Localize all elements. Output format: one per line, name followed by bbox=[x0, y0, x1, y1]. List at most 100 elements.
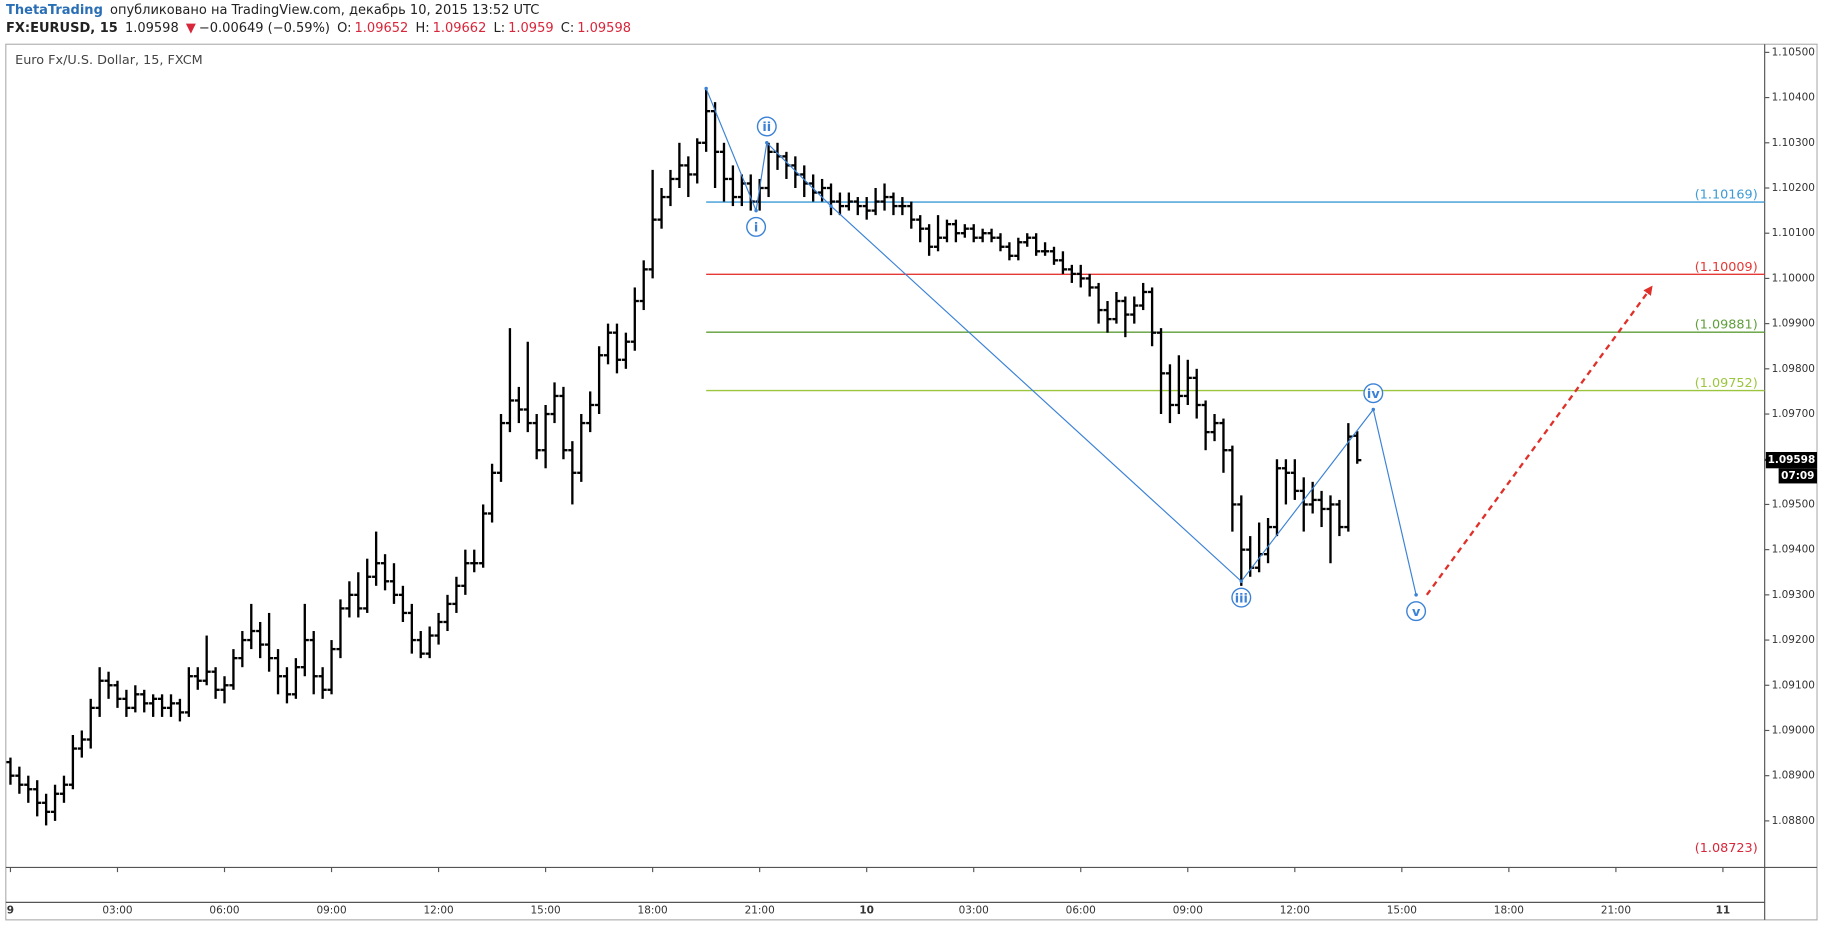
ohlc-bar bbox=[1335, 499, 1344, 537]
ohlc-bar bbox=[407, 603, 416, 654]
x-tick-label: 10 bbox=[859, 905, 874, 917]
ohlc-bar bbox=[86, 698, 95, 749]
ohlc-bar bbox=[363, 558, 372, 613]
y-tick-label: 1.10000 bbox=[1772, 272, 1815, 284]
ohlc-bar bbox=[220, 676, 229, 704]
ohlc-bar bbox=[247, 603, 256, 650]
ohlc-bar bbox=[577, 414, 586, 482]
ohlc-bar bbox=[880, 183, 889, 211]
ohlc-bar bbox=[532, 414, 541, 460]
ohlc-bar bbox=[158, 694, 167, 717]
ohlc-bar bbox=[345, 581, 354, 618]
ohlc-bar bbox=[719, 142, 729, 202]
ohlc-bar bbox=[461, 549, 470, 595]
ohlc-bar bbox=[1103, 301, 1112, 333]
x-tick-label: 03:00 bbox=[959, 905, 989, 917]
projection-arrow bbox=[1425, 285, 1653, 596]
ohlc-bar bbox=[354, 572, 363, 618]
ohlc-bar bbox=[327, 640, 336, 695]
published: опубликовано на TradingView.com, декабрь… bbox=[105, 3, 540, 18]
countdown-box bbox=[1778, 468, 1818, 484]
ohlc-bar bbox=[550, 382, 559, 424]
ohlc-bar bbox=[122, 689, 131, 717]
wave-vertex bbox=[829, 204, 833, 208]
y-tick-label: 1.08800 bbox=[1772, 815, 1815, 827]
ohlc-bar bbox=[1156, 328, 1166, 415]
ohlc-bar bbox=[925, 224, 934, 256]
ohlc-bar bbox=[728, 165, 737, 207]
ohlc-bar bbox=[389, 563, 399, 604]
ohlc-bar bbox=[933, 215, 943, 252]
ohlc-bar bbox=[907, 201, 916, 229]
y-tick-label: 1.09700 bbox=[1772, 408, 1815, 420]
ohlc-bar bbox=[1281, 459, 1290, 505]
ohlc-bar bbox=[568, 441, 577, 505]
ohlc-bar bbox=[265, 612, 274, 672]
ohlc-bar bbox=[452, 576, 461, 613]
x-tick-label: 09:00 bbox=[1173, 905, 1203, 917]
ohlc-bar bbox=[889, 192, 898, 216]
close-value: 1.09598 bbox=[577, 21, 631, 36]
chart-frame bbox=[5, 43, 1818, 921]
countdown: 07:09 bbox=[1781, 470, 1814, 482]
ohlc-bar bbox=[523, 341, 532, 433]
ohlc-bar bbox=[1210, 414, 1219, 442]
ohlc-bar bbox=[238, 631, 247, 668]
ohlc-bar bbox=[603, 323, 613, 365]
ohlc-bar bbox=[372, 531, 381, 586]
ohlc-bar bbox=[496, 414, 506, 482]
x-tick-label: 06:00 bbox=[1066, 905, 1096, 917]
wave-vertex bbox=[704, 86, 708, 91]
x-tick-label: 06:00 bbox=[209, 905, 239, 917]
ohlc-bar bbox=[193, 667, 202, 690]
level-label: (1.10169) bbox=[1695, 188, 1758, 203]
ohlc-bar bbox=[1112, 291, 1121, 324]
x-tick-label: 21:00 bbox=[745, 905, 775, 917]
ohlc-bar bbox=[1005, 242, 1014, 261]
x-tick-label: 15:00 bbox=[531, 905, 561, 917]
ohlc-bar bbox=[1130, 296, 1139, 324]
ohlc-bar bbox=[514, 386, 523, 424]
last-price-box bbox=[1765, 451, 1818, 469]
wave-vertex bbox=[1239, 579, 1244, 584]
low-label: L: bbox=[493, 21, 506, 36]
x-tick-label: 12:00 bbox=[1280, 905, 1310, 917]
ohlc-bar bbox=[826, 183, 836, 216]
ohlc-bar bbox=[559, 386, 568, 460]
ohlc-bar bbox=[229, 649, 238, 690]
ohlc-bar bbox=[1041, 242, 1050, 256]
wave-label: iv bbox=[1367, 387, 1380, 402]
last-price: 1.09598 bbox=[124, 21, 179, 36]
ohlc-bar bbox=[675, 142, 684, 189]
ohlc-bar bbox=[434, 612, 443, 645]
header-line-1: ThetaTrading опубликовано на TradingView… bbox=[6, 3, 542, 18]
ohlc-bar bbox=[1058, 251, 1067, 274]
ohlc-bar bbox=[871, 188, 880, 216]
high-label: H: bbox=[415, 21, 430, 36]
y-tick-label: 1.10400 bbox=[1772, 92, 1815, 104]
ohlc-bar bbox=[657, 188, 666, 229]
ohlc-bar bbox=[648, 169, 657, 279]
ohlc-bar bbox=[969, 224, 978, 243]
y-tick-label: 1.08900 bbox=[1772, 770, 1815, 782]
y-tick-label: 1.09200 bbox=[1772, 634, 1815, 646]
ohlc-bar bbox=[1308, 481, 1317, 514]
ohlc-bar bbox=[149, 694, 158, 717]
change-arrow: ▼ bbox=[185, 21, 196, 36]
x-tick-label: 11 bbox=[1716, 905, 1731, 917]
ohlc-bar bbox=[1121, 296, 1130, 338]
ohlc-bar bbox=[764, 142, 773, 198]
ohlc-bar bbox=[50, 784, 60, 821]
ohlc-bar bbox=[336, 599, 345, 659]
author[interactable]: ThetaTrading bbox=[6, 3, 103, 18]
ohlc-bar bbox=[835, 192, 845, 216]
ohlc-bar bbox=[1228, 445, 1237, 532]
y-tick-label: 1.09000 bbox=[1772, 724, 1815, 736]
ohlc-bar bbox=[211, 667, 220, 699]
wave-vertex bbox=[765, 141, 769, 145]
ohlc-bar bbox=[595, 346, 604, 415]
ohlc-bar bbox=[630, 287, 639, 351]
ohlc-bar bbox=[425, 626, 434, 659]
ohlc-bar bbox=[996, 233, 1005, 252]
